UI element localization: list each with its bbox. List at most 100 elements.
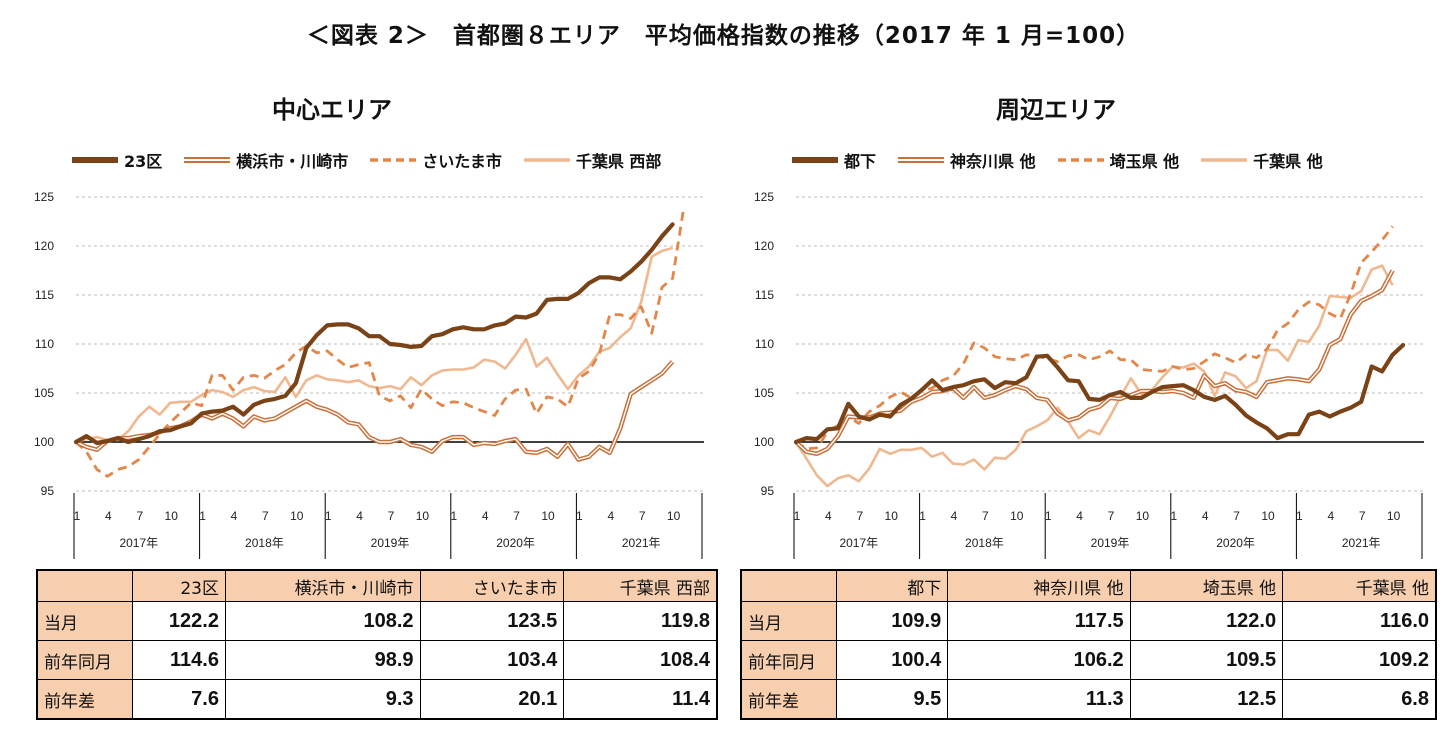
table-row: 当月 109.9 117.5 122.0 116.0	[740, 601, 1437, 641]
x-month-label: 7	[982, 509, 989, 523]
series-line	[795, 225, 1394, 451]
x-month-label: 4	[951, 509, 958, 523]
y-tick-label: 125	[754, 190, 774, 204]
row-label: 前年同月	[740, 640, 837, 680]
x-year-label: 2017年	[839, 536, 878, 550]
legend-label: 23区	[124, 152, 163, 171]
legend-swatch-double-icon	[184, 157, 231, 163]
series-line	[793, 342, 1406, 445]
x-year-label: 2018年	[245, 536, 284, 550]
series-line	[75, 211, 685, 478]
x-month-label: 7	[1359, 509, 1366, 523]
legend-swatch-dashed-icon	[370, 158, 417, 162]
x-month-label: 1	[325, 509, 332, 523]
data-table-central: 23区 横浜市・川崎市 さいたま市 千葉県 西部 当月 122.2 108.2 …	[36, 569, 718, 720]
series-千葉県 他	[794, 264, 1394, 488]
y-tick-label: 115	[755, 288, 774, 302]
panel-suburban: 周辺エリア 都下 神奈川県 他 埼玉県 他 千葉県 他 95 100 105 110 1…	[720, 0, 1440, 736]
x-month-label: 1	[199, 509, 206, 523]
legend-item: さいたま市	[370, 148, 502, 172]
y-tick-label: 105	[754, 386, 774, 400]
table-cell: 122.2	[132, 601, 226, 641]
x-month-label: 10	[1387, 509, 1401, 523]
y-tick-label: 115	[35, 288, 54, 302]
legend-label: 神奈川県 他	[950, 152, 1036, 171]
x-year-label: 2017年	[119, 536, 158, 550]
legend-label: 埼玉県 他	[1109, 152, 1180, 171]
table-cell: 119.8	[563, 601, 718, 641]
legend-swatch-dashed-icon	[1057, 158, 1104, 162]
table-cell: 12.5	[1129, 679, 1284, 720]
x-month-label: 4	[825, 509, 832, 523]
y-tick-label: 120	[34, 239, 54, 253]
table-cell: 109.9	[835, 601, 949, 641]
table-cell: 109.2	[1282, 640, 1437, 680]
x-year-label: 2021年	[622, 536, 661, 550]
series-line	[794, 264, 1394, 488]
legend-label: 横浜市・川崎市	[236, 152, 349, 171]
table-corner	[36, 569, 133, 602]
series-埼玉県 他	[795, 225, 1394, 451]
legend-item: 横浜市・川崎市	[184, 148, 348, 172]
column-header: さいたま市	[419, 569, 565, 602]
data-table-suburban: 都下 神奈川県 他 埼玉県 他 千葉県 他 当月 109.9 117.5 122…	[740, 569, 1437, 720]
y-tick-label: 110	[755, 337, 774, 351]
x-month-label: 10	[1010, 509, 1024, 523]
table-cell: 98.9	[224, 640, 421, 680]
x-month-label: 7	[262, 509, 269, 523]
legend-item: 都下	[792, 148, 876, 172]
legend-swatch-thick-icon	[72, 157, 118, 163]
legend-swatch-light-icon	[1201, 158, 1248, 162]
x-year-label: 2020年	[496, 536, 535, 550]
legend-item: 神奈川県 他	[898, 148, 1036, 172]
table-row: 前年同月 114.6 98.9 103.4 108.4	[36, 640, 718, 680]
row-label: 前年差	[36, 679, 133, 720]
x-month-label: 4	[1327, 509, 1334, 523]
table-row: 当月 122.2 108.2 123.5 119.8	[36, 601, 718, 641]
series-23区	[73, 222, 675, 446]
panel-title: 周辺エリア	[996, 96, 1116, 124]
x-month-label: 7	[136, 509, 143, 523]
legend-swatch-light-icon	[523, 158, 570, 162]
y-tick-label: 125	[34, 190, 54, 204]
table-cell: 108.4	[563, 640, 718, 680]
column-header: 神奈川県 他	[947, 569, 1131, 602]
x-year-label: 2018年	[965, 536, 1004, 550]
table-corner	[740, 569, 837, 602]
x-month-label: 7	[513, 509, 520, 523]
x-month-label: 10	[1261, 509, 1275, 523]
row-label: 前年同月	[36, 640, 133, 680]
y-tick-label: 95	[41, 484, 55, 498]
x-month-label: 1	[1170, 509, 1177, 523]
x-month-label: 7	[388, 509, 395, 523]
x-month-label: 10	[416, 509, 430, 523]
series-さいたま市	[75, 211, 685, 478]
legend-label: 都下	[844, 152, 877, 171]
panel-title: 中心エリア	[272, 96, 392, 124]
legend: 都下 神奈川県 他 埼玉県 他 千葉県 他	[792, 148, 1345, 172]
legend-item: 埼玉県 他	[1057, 148, 1180, 172]
column-header: 千葉県 西部	[563, 569, 718, 602]
table-row: 前年差 7.6 9.3 20.1 11.4	[36, 679, 718, 720]
x-month-label: 4	[1202, 509, 1209, 523]
row-label: 当月	[740, 601, 837, 641]
table-cell: 11.3	[947, 679, 1131, 720]
legend-swatch-double-icon	[898, 157, 945, 163]
x-month-label: 10	[885, 509, 899, 523]
x-month-label: 1	[1296, 509, 1303, 523]
series-line	[75, 246, 673, 444]
legend-swatch-thick-icon	[792, 157, 838, 163]
table-cell: 122.0	[1129, 601, 1284, 641]
y-tick-label: 95	[761, 484, 775, 498]
x-year-label: 2019年	[371, 536, 410, 550]
x-month-label: 10	[290, 509, 304, 523]
column-header: 23区	[132, 569, 226, 602]
row-label: 当月	[36, 601, 133, 641]
legend-item: 千葉県 西部	[523, 148, 661, 172]
row-label: 前年差	[740, 679, 837, 720]
x-month-label: 1	[919, 509, 926, 523]
x-month-label: 7	[639, 509, 646, 523]
column-header: 横浜市・川崎市	[224, 569, 421, 602]
table-cell: 106.2	[947, 640, 1131, 680]
